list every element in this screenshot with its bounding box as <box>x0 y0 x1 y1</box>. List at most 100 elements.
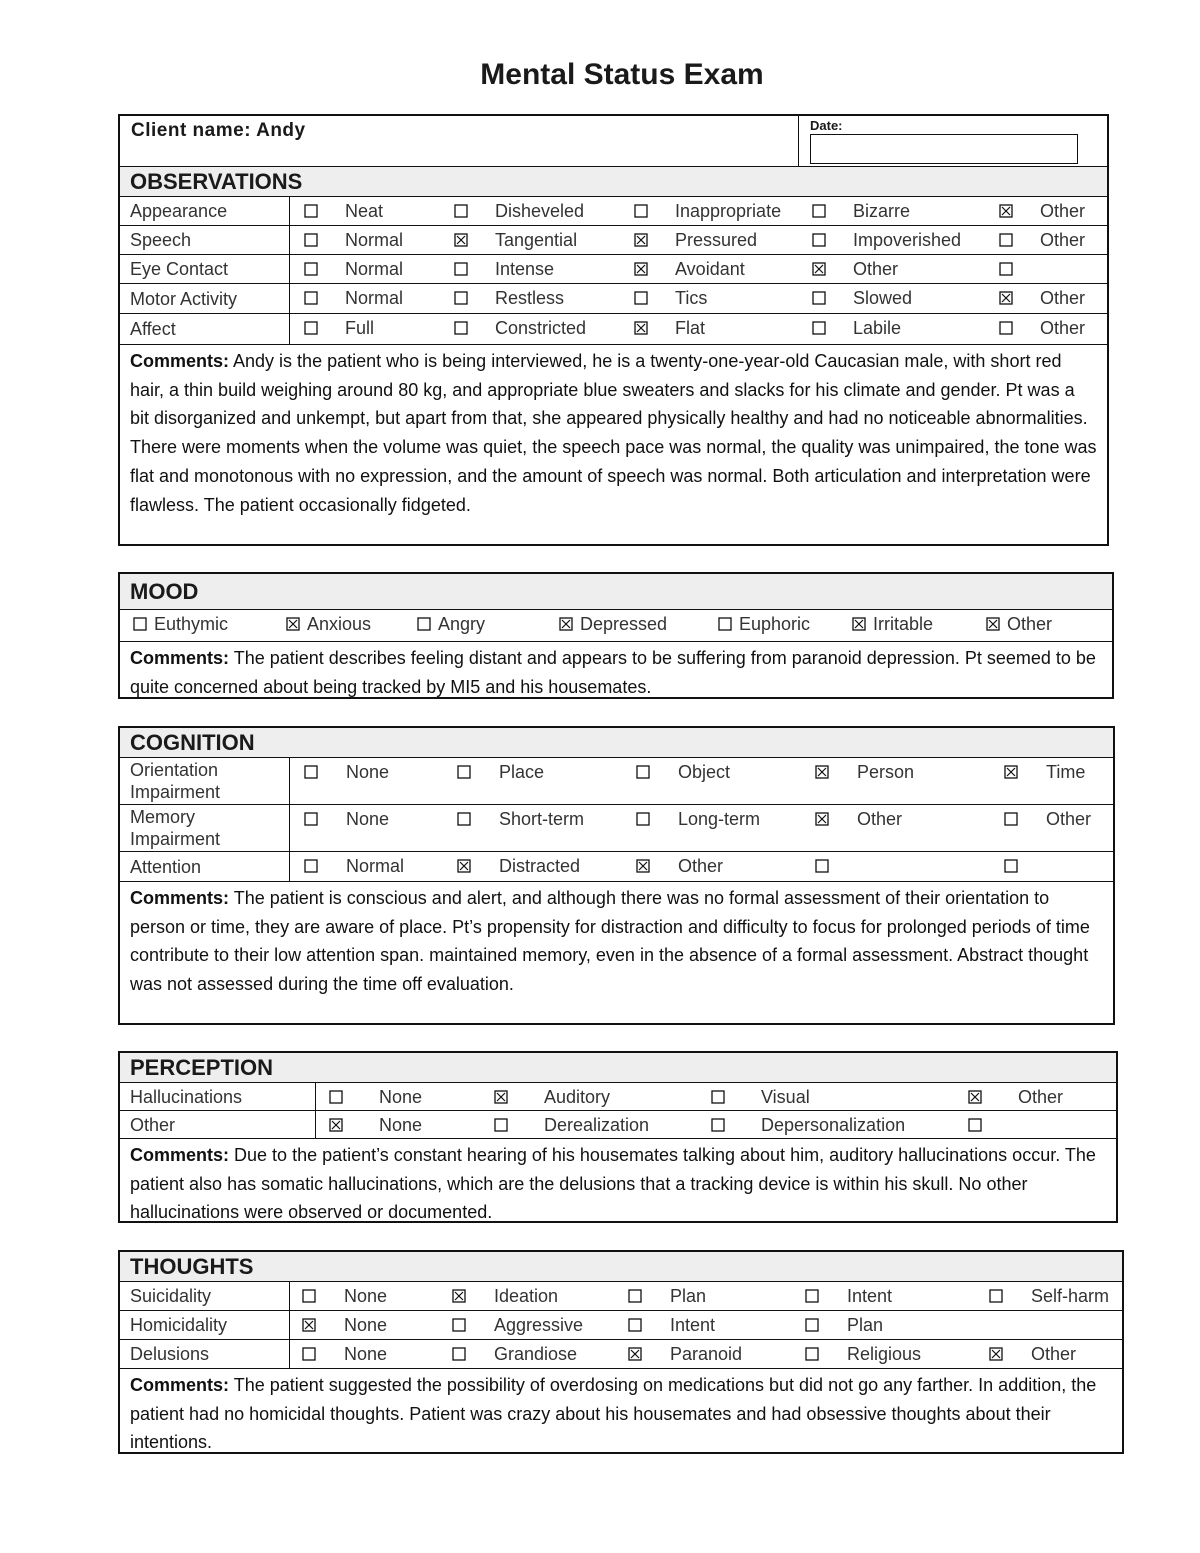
checkbox-checked <box>559 617 573 631</box>
comments-text: The patient is conscious and alert, and … <box>130 888 1090 995</box>
comments-label: Comments: <box>130 648 230 668</box>
option-label: Person <box>857 762 915 782</box>
checkbox <box>302 1289 316 1303</box>
option-label: Paranoid <box>670 1344 743 1364</box>
option-label: Neat <box>345 201 384 221</box>
option: None <box>304 758 389 804</box>
checkbox <box>968 1118 982 1132</box>
option: Euthymic <box>133 610 228 641</box>
checkbox <box>457 812 471 826</box>
checklist-row: Affect Full Constricted Flat Labile Other <box>120 314 1107 345</box>
checkbox <box>815 859 829 873</box>
option: Inappropriate <box>634 197 781 225</box>
checkbox <box>812 321 826 335</box>
comments: Comments: The patient describes feeling … <box>120 642 1112 701</box>
option-label: Bizarre <box>853 201 911 221</box>
option-label: Intent <box>847 1286 893 1306</box>
checklist-row: Orientation Impairment None Place Object Per… <box>120 758 1113 805</box>
option: Short-term <box>457 805 584 851</box>
option: Other <box>999 314 1085 344</box>
option: None <box>329 1083 422 1110</box>
option-label: None <box>379 1115 423 1135</box>
option: Aggressive <box>452 1311 583 1339</box>
option-label: None <box>379 1087 423 1107</box>
option: Other <box>968 1083 1063 1110</box>
checkbox <box>805 1289 819 1303</box>
option <box>815 852 829 881</box>
client-name: Client name: Andy <box>131 120 306 141</box>
row-label: Delusions <box>120 1340 290 1368</box>
option-label: Normal <box>346 856 405 876</box>
option: Paranoid <box>628 1340 742 1368</box>
checklist-row: Delusions None Grandiose Paranoid Religious O… <box>120 1340 1122 1369</box>
checklist-row: Eye Contact Normal Intense Avoidant Other <box>120 255 1107 284</box>
checkbox <box>304 233 318 247</box>
row-label: Hallucinations <box>120 1083 316 1110</box>
checkbox <box>989 1289 1003 1303</box>
option: Grandiose <box>452 1340 577 1368</box>
option: Other <box>636 852 723 881</box>
option: Religious <box>805 1340 921 1368</box>
option: Tics <box>634 284 707 313</box>
checkbox <box>628 1289 642 1303</box>
option: Other <box>1004 805 1091 851</box>
option-label: Anxious <box>307 614 372 634</box>
section-heading: MOOD <box>120 574 1112 610</box>
option: Tangential <box>454 226 577 254</box>
option-label: Slowed <box>853 288 913 308</box>
option: Neat <box>304 197 383 225</box>
option: Plan <box>628 1282 706 1310</box>
section-heading: OBSERVATIONS <box>120 167 1107 197</box>
checkbox <box>999 321 1013 335</box>
option: Restless <box>454 284 564 313</box>
checkbox <box>457 765 471 779</box>
option: Person <box>815 758 914 804</box>
comments-label: Comments: <box>130 351 230 371</box>
option-label: None <box>344 1344 388 1364</box>
checkbox-checked <box>329 1118 343 1132</box>
checkbox-checked <box>815 812 829 826</box>
option-label: None <box>344 1315 388 1335</box>
option-label: Intent <box>670 1315 716 1335</box>
checkbox-checked <box>628 1347 642 1361</box>
checkbox-checked <box>457 859 471 873</box>
date-divider <box>798 116 799 166</box>
section: Client name: Andy Date: OBSERVATIONS Appear… <box>118 114 1109 546</box>
row-label: Affect <box>120 314 290 344</box>
option: Other <box>815 805 902 851</box>
option: Normal <box>304 852 404 881</box>
checkbox <box>999 233 1013 247</box>
option-label: Grandiose <box>494 1344 578 1364</box>
checklist-row: Speech Normal Tangential Pressured Impoveris… <box>120 226 1107 255</box>
checkbox <box>304 291 318 305</box>
option: Depressed <box>559 610 667 641</box>
option <box>968 1111 982 1138</box>
option-label: Angry <box>438 614 486 634</box>
checkbox <box>452 1318 466 1332</box>
option-label: Other <box>1040 288 1086 308</box>
comments-label: Comments: <box>130 888 230 908</box>
option-label: Impoverished <box>853 230 962 250</box>
option: Irritable <box>852 610 933 641</box>
row-label: Attention <box>120 852 290 881</box>
comments-label: Comments: <box>130 1375 230 1395</box>
option-label: Euthymic <box>154 614 229 634</box>
option: Object <box>636 758 730 804</box>
option-label: Restless <box>495 288 565 308</box>
checklist-row: Other None Derealization Depersonalization <box>120 1111 1116 1139</box>
option: Flat <box>634 314 705 344</box>
option-label: Inappropriate <box>675 201 782 221</box>
date-label: Date: <box>810 118 843 133</box>
page-title: Mental Status Exam <box>480 58 764 91</box>
option: Other <box>812 255 898 283</box>
section: PERCEPTION Hallucinations None Auditory Visu… <box>118 1051 1118 1223</box>
option-label: Visual <box>761 1087 810 1107</box>
option-label: Normal <box>345 259 404 279</box>
option-label: Derealization <box>544 1115 650 1135</box>
option-label: Auditory <box>544 1087 611 1107</box>
option-label: Disheveled <box>495 201 585 221</box>
option: Other <box>986 610 1052 641</box>
option: Disheveled <box>454 197 584 225</box>
option-label: Depersonalization <box>761 1115 906 1135</box>
